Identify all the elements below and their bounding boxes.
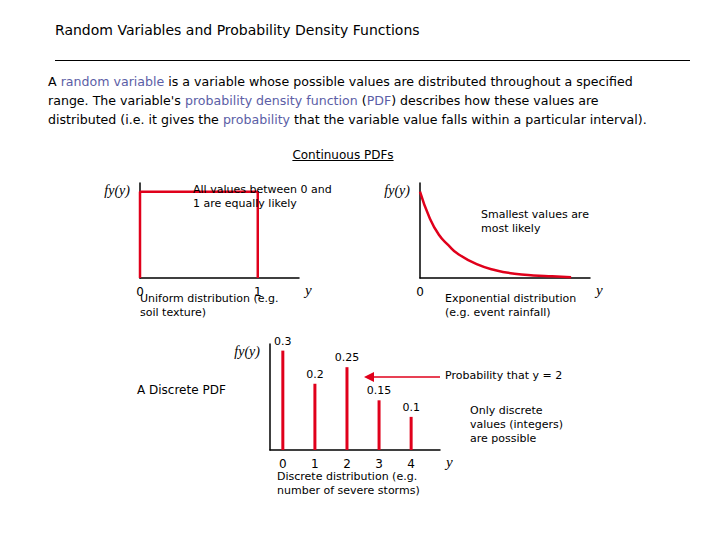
svg-text:0.2: 0.2: [306, 368, 324, 381]
svg-text:fy(y): fy(y): [384, 183, 410, 199]
svg-text:1: 1: [311, 457, 319, 471]
svg-text:fy(y): fy(y): [234, 344, 260, 360]
svg-text:0.15: 0.15: [367, 384, 392, 397]
svg-text:y: y: [594, 282, 603, 298]
svg-text:0: 0: [279, 457, 287, 471]
svg-text:0: 0: [136, 285, 144, 299]
svg-text:fy(y): fy(y): [104, 183, 130, 199]
svg-text:2: 2: [343, 457, 351, 471]
svg-text:y: y: [444, 454, 453, 470]
svg-text:0: 0: [416, 285, 424, 299]
svg-text:0.3: 0.3: [274, 335, 292, 348]
svg-text:0.25: 0.25: [335, 351, 360, 364]
svg-text:0.1: 0.1: [402, 401, 420, 414]
svg-text:1: 1: [254, 285, 262, 299]
svg-text:4: 4: [407, 457, 415, 471]
svg-text:y: y: [303, 282, 312, 298]
svg-text:3: 3: [375, 457, 383, 471]
